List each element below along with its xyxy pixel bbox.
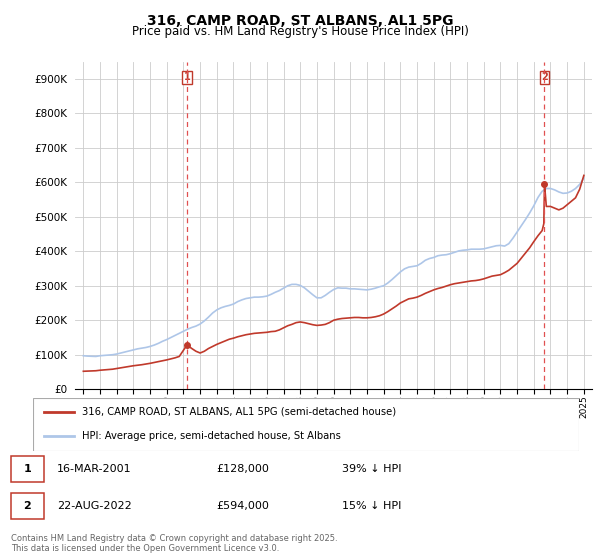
Text: 15% ↓ HPI: 15% ↓ HPI bbox=[342, 501, 401, 511]
Text: 2: 2 bbox=[23, 501, 31, 511]
Text: £594,000: £594,000 bbox=[216, 501, 269, 511]
Text: 316, CAMP ROAD, ST ALBANS, AL1 5PG: 316, CAMP ROAD, ST ALBANS, AL1 5PG bbox=[147, 14, 453, 28]
Text: HPI: Average price, semi-detached house, St Albans: HPI: Average price, semi-detached house,… bbox=[82, 431, 341, 441]
Text: 1: 1 bbox=[23, 464, 31, 474]
Text: Contains HM Land Registry data © Crown copyright and database right 2025.
This d: Contains HM Land Registry data © Crown c… bbox=[11, 534, 337, 553]
FancyBboxPatch shape bbox=[11, 493, 44, 520]
Text: 316, CAMP ROAD, ST ALBANS, AL1 5PG (semi-detached house): 316, CAMP ROAD, ST ALBANS, AL1 5PG (semi… bbox=[82, 407, 396, 417]
Text: 1: 1 bbox=[184, 72, 190, 82]
Text: Price paid vs. HM Land Registry's House Price Index (HPI): Price paid vs. HM Land Registry's House … bbox=[131, 25, 469, 38]
Text: £128,000: £128,000 bbox=[216, 464, 269, 474]
FancyBboxPatch shape bbox=[11, 456, 44, 482]
Text: 39% ↓ HPI: 39% ↓ HPI bbox=[342, 464, 401, 474]
Text: 16-MAR-2001: 16-MAR-2001 bbox=[57, 464, 131, 474]
Text: 22-AUG-2022: 22-AUG-2022 bbox=[57, 501, 132, 511]
Text: 2: 2 bbox=[541, 72, 548, 82]
